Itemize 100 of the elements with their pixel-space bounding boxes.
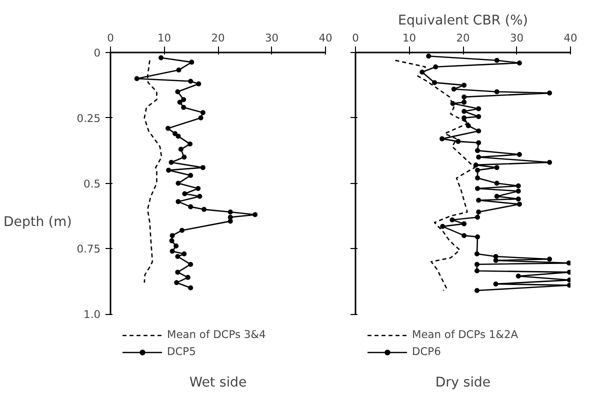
- y-tick-label: 1.0: [84, 308, 101, 322]
- text: Dry side: [435, 376, 491, 391]
- point: [189, 60, 194, 65]
- point: [176, 180, 181, 186]
- point: [176, 199, 181, 204]
- point: [433, 64, 438, 70]
- point: [188, 78, 194, 84]
- y-tick-label: 0.25: [76, 112, 101, 125]
- point: [476, 140, 482, 146]
- point: [188, 172, 194, 178]
- point: [174, 244, 179, 249]
- point: [474, 262, 480, 267]
- point: [494, 165, 500, 170]
- point: [450, 217, 455, 222]
- x-tick-label: 30: [264, 32, 279, 44]
- point: [176, 68, 182, 73]
- point: [476, 128, 482, 134]
- point: [182, 251, 187, 256]
- legend-label: Mean of DCPs 1&2A: [412, 328, 518, 341]
- point: [166, 126, 171, 131]
- legend-label: DCP5: [167, 345, 196, 358]
- point: [175, 89, 180, 94]
- point: [451, 86, 456, 92]
- point: [456, 138, 461, 144]
- point: [475, 148, 480, 154]
- x-tick-label: 20: [456, 32, 470, 44]
- point: [493, 254, 498, 259]
- point: [196, 81, 202, 86]
- x-axis-title: Equivalent CBR (%): [398, 14, 528, 28]
- x-tick-label: 30: [510, 32, 524, 44]
- point: [440, 136, 445, 142]
- point: [188, 285, 194, 290]
- point: [188, 262, 194, 267]
- point: [200, 110, 206, 116]
- y-tick-label: 0: [94, 46, 101, 60]
- legend-label: DCP6: [412, 345, 441, 358]
- point: [516, 152, 522, 157]
- point: [494, 58, 500, 63]
- point: [476, 198, 482, 203]
- point: [516, 274, 521, 279]
- x-tick-label: 0: [107, 32, 114, 44]
- point: [228, 218, 233, 224]
- point: [188, 204, 194, 210]
- point: [178, 146, 184, 152]
- point: [474, 268, 480, 274]
- x-tick-label: 0: [352, 32, 360, 44]
- point: [158, 55, 164, 60]
- point: [202, 206, 207, 212]
- y-tick-label: 0.5: [84, 177, 101, 190]
- point: [182, 191, 188, 196]
- point: [494, 89, 500, 94]
- point: [474, 251, 480, 256]
- point: [516, 188, 521, 194]
- point: [170, 233, 175, 238]
- point: [440, 224, 446, 229]
- x-tick-label: 40: [318, 32, 332, 44]
- point: [516, 196, 521, 202]
- point: [516, 183, 521, 188]
- point: [462, 108, 467, 114]
- point: [516, 60, 522, 66]
- x-tick-label: 20: [211, 32, 225, 44]
- point: [170, 248, 175, 254]
- line-series: [144, 60, 162, 284]
- point: [198, 115, 204, 120]
- point: [181, 104, 186, 110]
- point: [175, 254, 180, 259]
- point: [196, 186, 201, 191]
- point: [493, 258, 498, 263]
- point: [473, 162, 478, 168]
- point: [475, 234, 480, 240]
- point: [185, 274, 190, 280]
- point: [134, 76, 140, 82]
- point: [494, 180, 500, 186]
- y-axis-title: Depth (m): [4, 215, 72, 230]
- point: [169, 238, 174, 244]
- point: [420, 70, 425, 75]
- point: [476, 210, 482, 215]
- point: [200, 165, 206, 170]
- point: [566, 270, 570, 275]
- point: [432, 80, 438, 86]
- point: [566, 278, 570, 283]
- y-tick-label: 0.75: [76, 242, 101, 256]
- point: [176, 134, 181, 139]
- point: [252, 212, 258, 218]
- point: [172, 131, 178, 136]
- legend-label: Mean of DCPs 3&4: [167, 328, 266, 341]
- point: [181, 97, 186, 102]
- point: [462, 82, 467, 88]
- point: [547, 90, 552, 96]
- point: [228, 214, 233, 220]
- point: [166, 168, 172, 173]
- point: [462, 233, 467, 238]
- x-tick-label: 10: [157, 32, 172, 44]
- point: [182, 154, 187, 160]
- point: [566, 260, 570, 266]
- point: [168, 160, 174, 165]
- point: [462, 100, 467, 105]
- x-tick-label: 40: [564, 32, 578, 44]
- point: [228, 210, 233, 215]
- point: [476, 154, 482, 160]
